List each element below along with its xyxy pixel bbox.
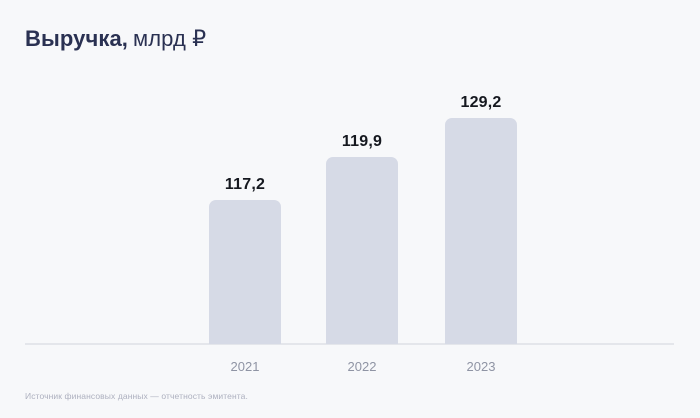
bar-value-label: 119,9 <box>341 133 383 150</box>
chart-title: Выручка, млрд ₽ <box>25 26 206 52</box>
source-note: Источник финансовых данных — отчетность … <box>25 391 248 401</box>
bar <box>326 157 398 344</box>
x-axis-tick-label: 2023 <box>466 359 496 374</box>
bar-value-label: 129,2 <box>460 94 502 111</box>
x-axis-tick-label: 2021 <box>230 359 260 374</box>
x-axis-line <box>25 343 674 345</box>
x-axis-tick-label: 2022 <box>347 359 377 374</box>
chart-title-metric: Выручка, <box>25 26 128 51</box>
bar <box>445 118 517 344</box>
bar <box>209 200 281 344</box>
bar-value-label: 117,2 <box>224 176 266 193</box>
chart-title-unit: млрд ₽ <box>133 26 207 51</box>
